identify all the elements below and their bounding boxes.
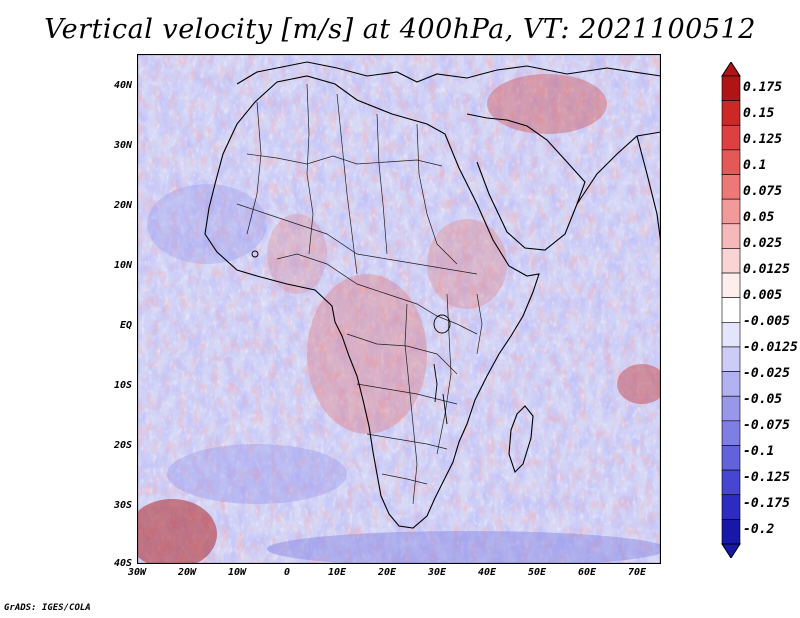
madagascar-coastline: [508, 405, 534, 474]
colorbar-swatch: [721, 469, 741, 496]
lon-label: 70E: [627, 567, 647, 578]
velocity-field-near-zero: [137, 54, 661, 564]
colorbar-swatch: [721, 75, 741, 101]
lakes: [251, 250, 451, 425]
map-frame: [137, 54, 661, 564]
colorbar-label: -0.2: [743, 522, 775, 537]
footer-credit: GrADS: IGES/COLA: [4, 603, 91, 613]
colorbar-label: 0.1: [743, 158, 767, 173]
europe-coastline: [236, 61, 661, 85]
colorbar-swatch: [721, 223, 741, 249]
lat-label: 40S: [113, 558, 132, 569]
lat-label: 30N: [113, 140, 132, 151]
lon-label: 50E: [527, 567, 547, 578]
colorbar-swatch: [721, 297, 741, 323]
colorbar-label: 0.125: [743, 132, 783, 147]
colorbar-swatch: [721, 272, 741, 298]
colorbar-swatch: [721, 100, 741, 126]
india-coastline: [636, 135, 661, 245]
lat-label: EQ: [119, 320, 132, 331]
colorbar-swatch: [721, 149, 741, 175]
lon-label: 30W: [127, 567, 147, 578]
map-plot-area: [137, 54, 661, 564]
lat-label: 20N: [113, 200, 132, 211]
colorbar-swatch: [721, 346, 741, 372]
country-borders: [236, 83, 483, 505]
map-title: Vertical velocity [m/s] at 400hPa, VT: 2…: [44, 14, 756, 45]
colorbar-label: 0.025: [743, 236, 783, 251]
colorbar-swatch: [721, 124, 741, 151]
arabia-coastline: [466, 113, 586, 251]
colorbar-swatch: [721, 395, 741, 422]
colorbar-swatch: [721, 371, 741, 397]
colorbar-label: 0.0125: [743, 262, 790, 277]
colorbar-label: -0.0125: [743, 340, 798, 355]
lon-label: 20W: [177, 567, 197, 578]
lon-label: 20E: [377, 567, 397, 578]
colorbar-label: 0.05: [743, 210, 775, 225]
lon-label: 40E: [477, 567, 497, 578]
asia-coastline: [576, 131, 661, 205]
colorbar-label: 0.005: [743, 288, 783, 303]
colorbar-label: 0.075: [743, 184, 783, 199]
colorbar-label: -0.005: [743, 314, 790, 329]
colorbar-label: -0.125: [743, 470, 790, 485]
africa-coastline: [204, 75, 540, 529]
colorbar-top-arrow: [721, 62, 741, 77]
colorbar-label: -0.025: [743, 366, 790, 381]
coastlines: [204, 61, 661, 529]
lat-label: 40N: [113, 80, 132, 91]
colorbar-swatch: [721, 519, 741, 545]
colorbar-label: -0.05: [743, 392, 783, 407]
colorbar-label: 0.175: [743, 80, 783, 95]
lat-label: 20S: [113, 440, 132, 451]
lat-label: 30S: [113, 500, 132, 511]
colorbar: [721, 62, 741, 558]
colorbar-label: -0.075: [743, 418, 790, 433]
colorbar-label: 0.15: [743, 106, 775, 121]
lon-label: 30E: [427, 567, 447, 578]
colorbar-swatch: [721, 420, 741, 446]
lon-label: 60E: [577, 567, 597, 578]
colorbar-swatch: [721, 198, 741, 225]
colorbar-label: -0.175: [743, 496, 790, 511]
lat-label: 10N: [113, 260, 132, 271]
colorbar-swatch: [721, 248, 741, 274]
colorbar-swatch: [721, 494, 741, 520]
lon-label: 10W: [227, 567, 247, 578]
lat-label: 10S: [113, 380, 132, 391]
colorbar-bottom-arrow: [721, 543, 741, 558]
colorbar-label: -0.1: [743, 444, 775, 459]
lon-label: 10E: [327, 567, 347, 578]
lon-label: 0: [283, 567, 291, 578]
colorbar-swatch: [721, 174, 741, 200]
colorbar-swatch: [721, 445, 741, 471]
colorbar-swatch: [721, 322, 741, 348]
